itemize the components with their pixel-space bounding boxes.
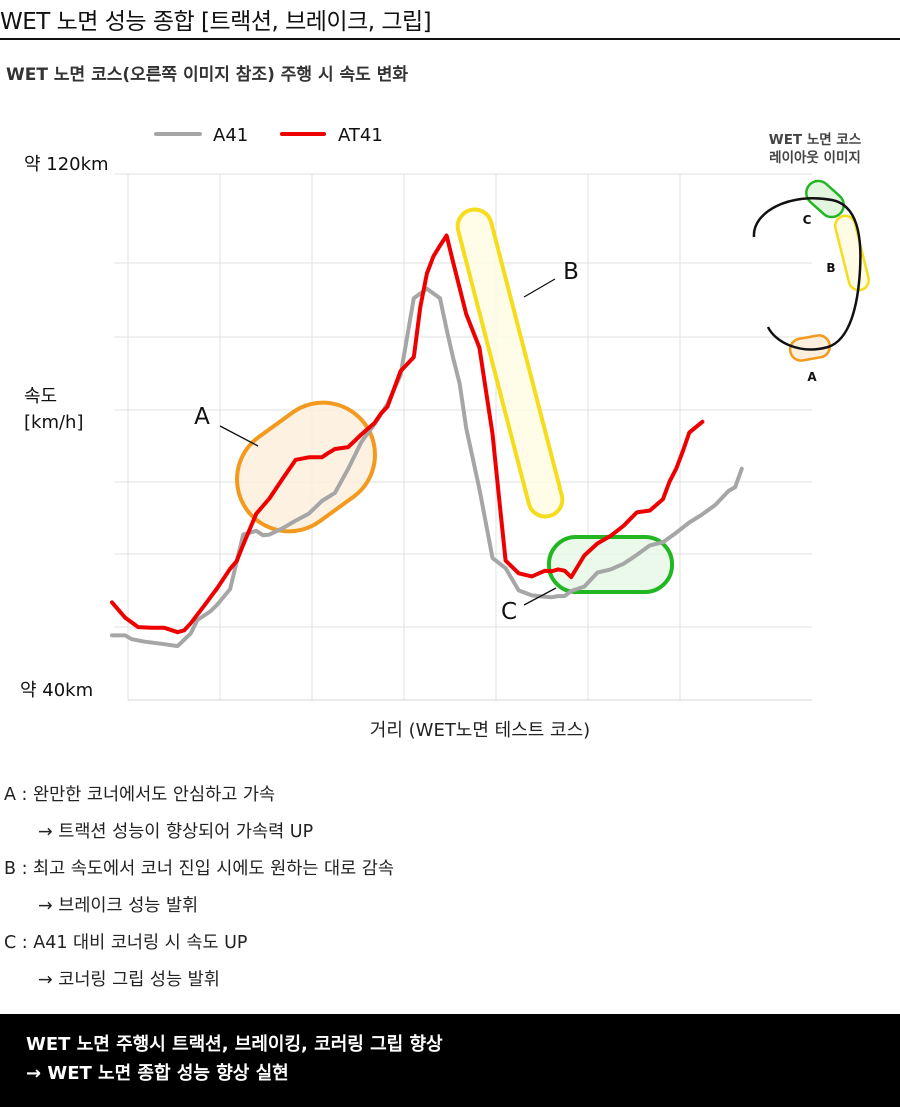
inset-label-b: B [826, 261, 835, 275]
x-axis-label: 거리 (WET노면 테스트 코스) [369, 720, 591, 741]
note-c-key: C : [4, 933, 34, 953]
zone-b-leader [523, 278, 556, 298]
y-axis-label-line2: [km/h] [24, 412, 84, 433]
zone-a-label: A [194, 404, 210, 430]
note-a-text: 완만한 코너에서도 안심하고 가속 [33, 785, 276, 805]
legend-label-at41: AT41 [338, 125, 383, 146]
annotation-zones [235, 207, 674, 594]
banner-line-2: → WET 노면 종합 성능 향상 실현 [26, 1063, 289, 1084]
y-tick-top: 약 120km [24, 154, 109, 175]
inset-label-a: A [807, 370, 817, 384]
note-a-key: A : [4, 785, 33, 805]
title-divider [0, 38, 900, 40]
course-layout-inset: C B A [752, 179, 871, 384]
inset-zone-a [788, 334, 832, 362]
legend-label-a41: A41 [213, 125, 248, 146]
note-c-sub: → 코너링 그립 성능 발휘 [38, 970, 220, 990]
note-a-sub: → 트랙션 성능이 향상되어 가속력 UP [38, 822, 314, 842]
summary-banner: WET 노면 주행시 트랙션, 브레이킹, 코러링 그립 향상 → WET 노면… [0, 1014, 900, 1107]
note-c: C : A41 대비 코너링 시 속도 UP [4, 930, 884, 967]
zone-b-label: B [563, 259, 579, 285]
series-lines [110, 233, 744, 649]
zone-a-leader [219, 425, 259, 447]
inset-label-c: C [803, 213, 812, 227]
chart-legend: A41 AT41 [154, 125, 383, 146]
zone-a [235, 400, 377, 534]
note-b: B : 최고 속도에서 코너 진입 시에도 원하는 대로 감속 [4, 856, 884, 893]
series-line-at41 [110, 233, 705, 635]
chart-subtitle: WET 노면 코스(오른쪽 이미지 참조) 주행 시 속도 변화 [6, 65, 409, 85]
note-b-text: 최고 속도에서 코너 진입 시에도 원하는 대로 감속 [33, 859, 394, 879]
y-tick-bottom: 약 40km [20, 680, 94, 701]
note-b-sub: → 브레이크 성능 발휘 [38, 896, 199, 916]
inset-title: WET 노면 코스 레이아웃 이미지 [745, 131, 885, 167]
y-axis-label: 속도 [km/h] [24, 384, 83, 436]
zone-b [455, 207, 565, 519]
inset-zone-b [833, 214, 871, 292]
annotation-labels: A B C [194, 259, 579, 625]
banner-line-1: WET 노면 주행시 트랙션, 브레이킹, 코러링 그립 향상 [26, 1034, 443, 1055]
note-c-text: A41 대비 코너링 시 속도 UP [33, 933, 248, 953]
zone-c-leader [523, 587, 557, 606]
note-b-key: B : [4, 859, 34, 879]
notes-list: A : 완만한 코너에서도 안심하고 가속 → 트랙션 성능이 향상되어 가속력… [4, 782, 884, 1004]
inset-title-line1: WET 노면 코스 [768, 132, 862, 148]
inset-course-path [752, 197, 862, 351]
speed-chart: A B C A41 AT41 C B A [110, 125, 871, 701]
note-a: A : 완만한 코너에서도 안심하고 가속 [4, 782, 884, 819]
series-line-a41 [110, 286, 744, 649]
page-title: WET 노면 성능 종합 [트랙션, 브레이크, 그립] [0, 9, 432, 35]
y-axis-label-line1: 속도 [24, 386, 58, 407]
zone-c-label: C [501, 599, 517, 625]
inset-title-line2: 레이아웃 이미지 [769, 150, 861, 166]
